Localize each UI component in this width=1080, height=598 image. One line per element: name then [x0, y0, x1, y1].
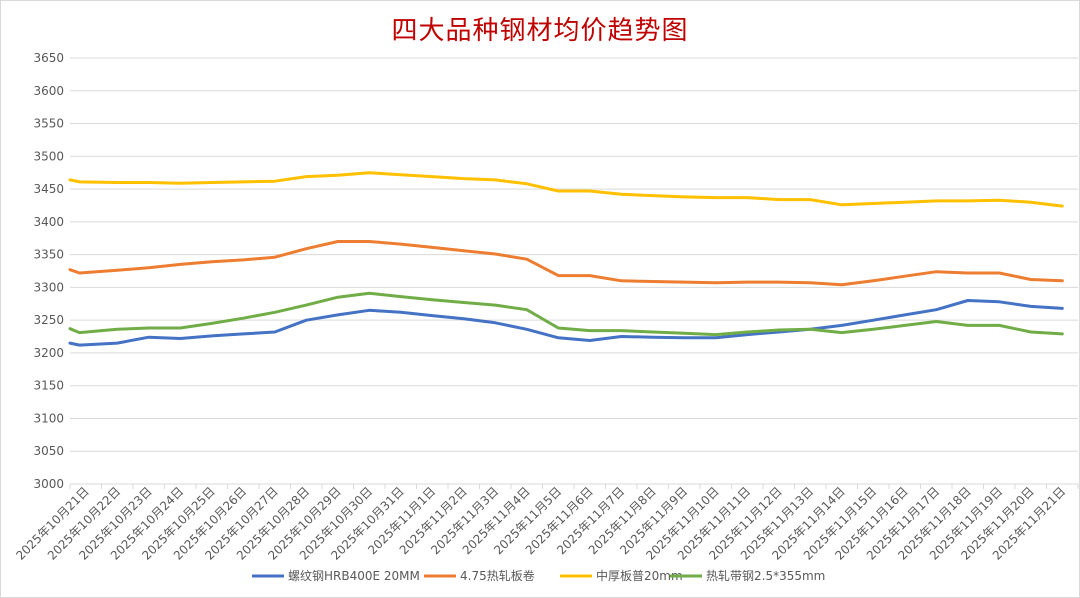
y-tick-label: 3350 [33, 248, 64, 262]
y-tick-label: 3200 [33, 346, 64, 360]
series-line-1 [68, 299, 1064, 347]
y-tick-label: 3650 [33, 51, 64, 65]
series-lines [68, 171, 1064, 347]
y-tick-label: 3600 [33, 84, 64, 98]
y-tick-label: 3150 [33, 379, 64, 393]
legend-label: 热轧带钢2.5*355mm [706, 569, 825, 583]
legend-label: 中厚板普20mm [596, 568, 683, 583]
chart-title: 四大品种钢材均价趋势图 [391, 16, 689, 46]
y-tick-label: 3550 [33, 117, 64, 131]
legend-label: 4.75热轧板卷 [460, 568, 535, 583]
y-tick-label: 3400 [33, 215, 64, 229]
y-tick-label: 3100 [33, 411, 64, 425]
y-tick-label: 3450 [33, 182, 64, 196]
series-line-2 [68, 240, 1064, 287]
y-axis-ticks: 3000 3050 3100 3150 3200 3250 3300 3350 3400 3450… [33, 51, 64, 491]
legend-label: 螺纹钢HRB400E 20MM [288, 569, 420, 583]
legend: 螺纹钢HRB400E 20MM 4.75热轧板卷 中厚板普20mm 热轧带钢2.5*3… [252, 568, 825, 583]
x-axis-ticks: 2025年10月21日2025年10月22日2025年10月23日2025年10… [13, 484, 1068, 563]
y-tick-label: 3300 [33, 280, 64, 294]
series-line-4 [68, 291, 1064, 337]
y-tick-label: 3500 [33, 149, 64, 163]
y-tick-label: 3250 [33, 313, 64, 327]
y-tick-label: 3000 [33, 477, 64, 491]
gridlines [69, 57, 1079, 489]
y-tick-label: 3050 [33, 444, 64, 458]
series-line-3 [68, 171, 1064, 208]
